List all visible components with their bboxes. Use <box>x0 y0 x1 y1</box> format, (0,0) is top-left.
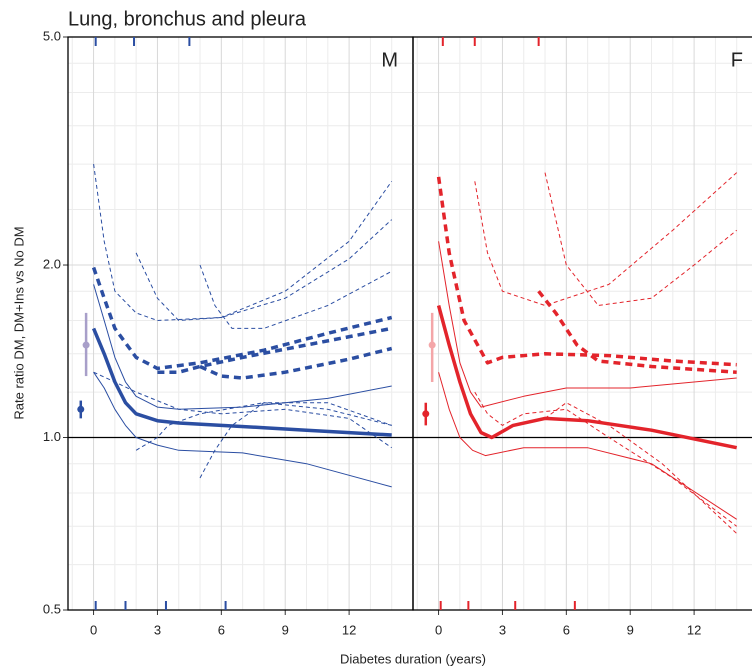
series-line <box>93 164 393 321</box>
y-tick-label: 5.0 <box>43 28 61 43</box>
point <box>428 341 436 349</box>
series-line <box>436 305 738 450</box>
series-line <box>157 326 393 374</box>
series-line <box>135 402 392 451</box>
series-line <box>438 241 737 408</box>
series-line <box>474 391 738 527</box>
x-axis-label: Diabetes duration (years) <box>340 651 486 666</box>
panel-frame <box>412 36 752 611</box>
x-tick-label: 0 <box>90 622 97 637</box>
y-tick-label: 2.0 <box>43 256 61 271</box>
point <box>77 405 85 413</box>
y-tick-label: 1.0 <box>43 429 61 444</box>
series-line <box>93 371 392 449</box>
chart-title: Lung, bronchus and pleura <box>68 8 307 30</box>
series-line <box>436 176 737 367</box>
series-line <box>199 402 392 479</box>
x-tick-label: 12 <box>342 622 356 637</box>
series-line <box>544 172 738 306</box>
x-tick-label: 12 <box>687 622 701 637</box>
point <box>422 410 430 418</box>
series-line <box>199 346 393 380</box>
x-tick-label: 3 <box>154 622 161 637</box>
y-tick-label: 0.5 <box>43 601 61 616</box>
series-line <box>93 371 392 488</box>
panel-label: M <box>381 49 398 71</box>
series-line <box>537 290 737 374</box>
series-line <box>91 266 393 371</box>
series-line <box>544 402 738 534</box>
series-line <box>91 327 392 437</box>
x-tick-label: 9 <box>282 622 289 637</box>
x-tick-label: 6 <box>218 622 225 637</box>
series-line <box>135 219 393 321</box>
panel-label: F <box>731 49 743 71</box>
series-line <box>199 264 392 329</box>
point <box>82 341 90 349</box>
x-tick-label: 6 <box>563 622 570 637</box>
y-axis-label: Rate ratio DM, DM+Ins vs No DM <box>11 226 26 419</box>
panel <box>413 37 752 610</box>
x-tick-label: 3 <box>499 622 506 637</box>
panel <box>68 37 413 610</box>
series-line <box>474 172 738 306</box>
series-line <box>438 372 737 520</box>
x-tick-label: 0 <box>435 622 442 637</box>
x-tick-label: 9 <box>627 622 634 637</box>
